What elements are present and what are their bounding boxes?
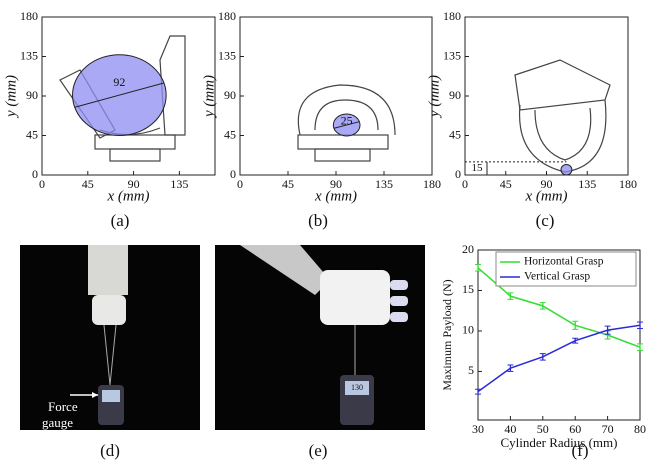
y-axis-label: y (mm) xyxy=(201,75,217,119)
x-axis-label: Cylinder Radius (mm) xyxy=(501,435,618,450)
gripper-c xyxy=(515,60,610,172)
y-tick-label: 45 xyxy=(224,127,236,141)
y-tick-label: 45 xyxy=(26,127,38,141)
y-tick-label: 135 xyxy=(218,48,236,62)
x-tick-label: 0 xyxy=(462,177,468,191)
x-tick-label: 45 xyxy=(82,177,94,191)
dimension-label: 15 xyxy=(472,162,484,174)
gauge-display: 130 xyxy=(351,383,363,392)
y-tick-label: 135 xyxy=(443,48,461,62)
x-tick-label: 0 xyxy=(39,177,45,191)
y-axis-label: Maximum Payload (N) xyxy=(440,279,454,390)
y-tick-label: 90 xyxy=(449,88,461,102)
legend-label: Horizontal Grasp xyxy=(524,256,604,268)
x-tick-label: 40 xyxy=(504,422,516,436)
photo-e xyxy=(215,245,425,430)
y-axis-label: y (mm) xyxy=(3,75,19,119)
y-tick-label: 180 xyxy=(218,9,236,23)
photo-d xyxy=(20,245,200,430)
y-tick-label: 0 xyxy=(32,167,38,181)
x-tick-label: 80 xyxy=(634,422,646,436)
y-tick-label: 15 xyxy=(462,282,474,296)
x-tick-label: 180 xyxy=(423,177,441,191)
circle xyxy=(561,164,572,175)
x-tick-label: 50 xyxy=(537,422,549,436)
panel-label: (d) xyxy=(100,441,120,460)
axes-frame xyxy=(465,17,628,175)
x-tick-label: 60 xyxy=(569,422,581,436)
x-tick-label: 45 xyxy=(282,177,294,191)
x-axis-label: x (mm) xyxy=(314,188,357,204)
dimension-label: 92 xyxy=(113,75,125,89)
panel-label: (a) xyxy=(111,211,130,230)
x-axis-label: x (mm) xyxy=(106,188,149,204)
axes-frame xyxy=(240,17,432,175)
x-tick-label: 45 xyxy=(500,177,512,191)
figure: Force gauge 130 (a)(b)(c)(d)(e)(f)045901… xyxy=(0,0,655,466)
y-tick-label: 5 xyxy=(468,363,474,377)
x-tick-label: 135 xyxy=(578,177,596,191)
y-tick-label: 45 xyxy=(449,127,461,141)
y-tick-label: 0 xyxy=(455,167,461,181)
annotation: gauge xyxy=(42,415,73,430)
dimension-label: 25 xyxy=(341,113,353,127)
y-tick-label: 0 xyxy=(230,167,236,181)
x-tick-label: 180 xyxy=(619,177,637,191)
y-tick-label: 180 xyxy=(20,9,38,23)
y-tick-label: 20 xyxy=(462,242,474,256)
y-tick-label: 180 xyxy=(443,9,461,23)
y-axis-label: y (mm) xyxy=(426,75,442,119)
line xyxy=(478,325,640,391)
legend-label: Vertical Grasp xyxy=(524,271,590,283)
x-tick-label: 135 xyxy=(170,177,188,191)
y-tick-label: 10 xyxy=(462,323,474,337)
x-tick-label: 135 xyxy=(375,177,393,191)
y-tick-label: 135 xyxy=(20,48,38,62)
panel-label: (c) xyxy=(536,211,555,230)
x-tick-label: 70 xyxy=(602,422,614,436)
annotation: Force xyxy=(48,399,78,414)
panel-label: (e) xyxy=(309,441,328,460)
x-axis-label: x (mm) xyxy=(524,188,567,204)
y-tick-label: 90 xyxy=(26,88,38,102)
x-tick-label: 0 xyxy=(237,177,243,191)
panel-label: (b) xyxy=(308,211,328,230)
x-tick-label: 30 xyxy=(472,422,484,436)
y-tick-label: 90 xyxy=(224,88,236,102)
